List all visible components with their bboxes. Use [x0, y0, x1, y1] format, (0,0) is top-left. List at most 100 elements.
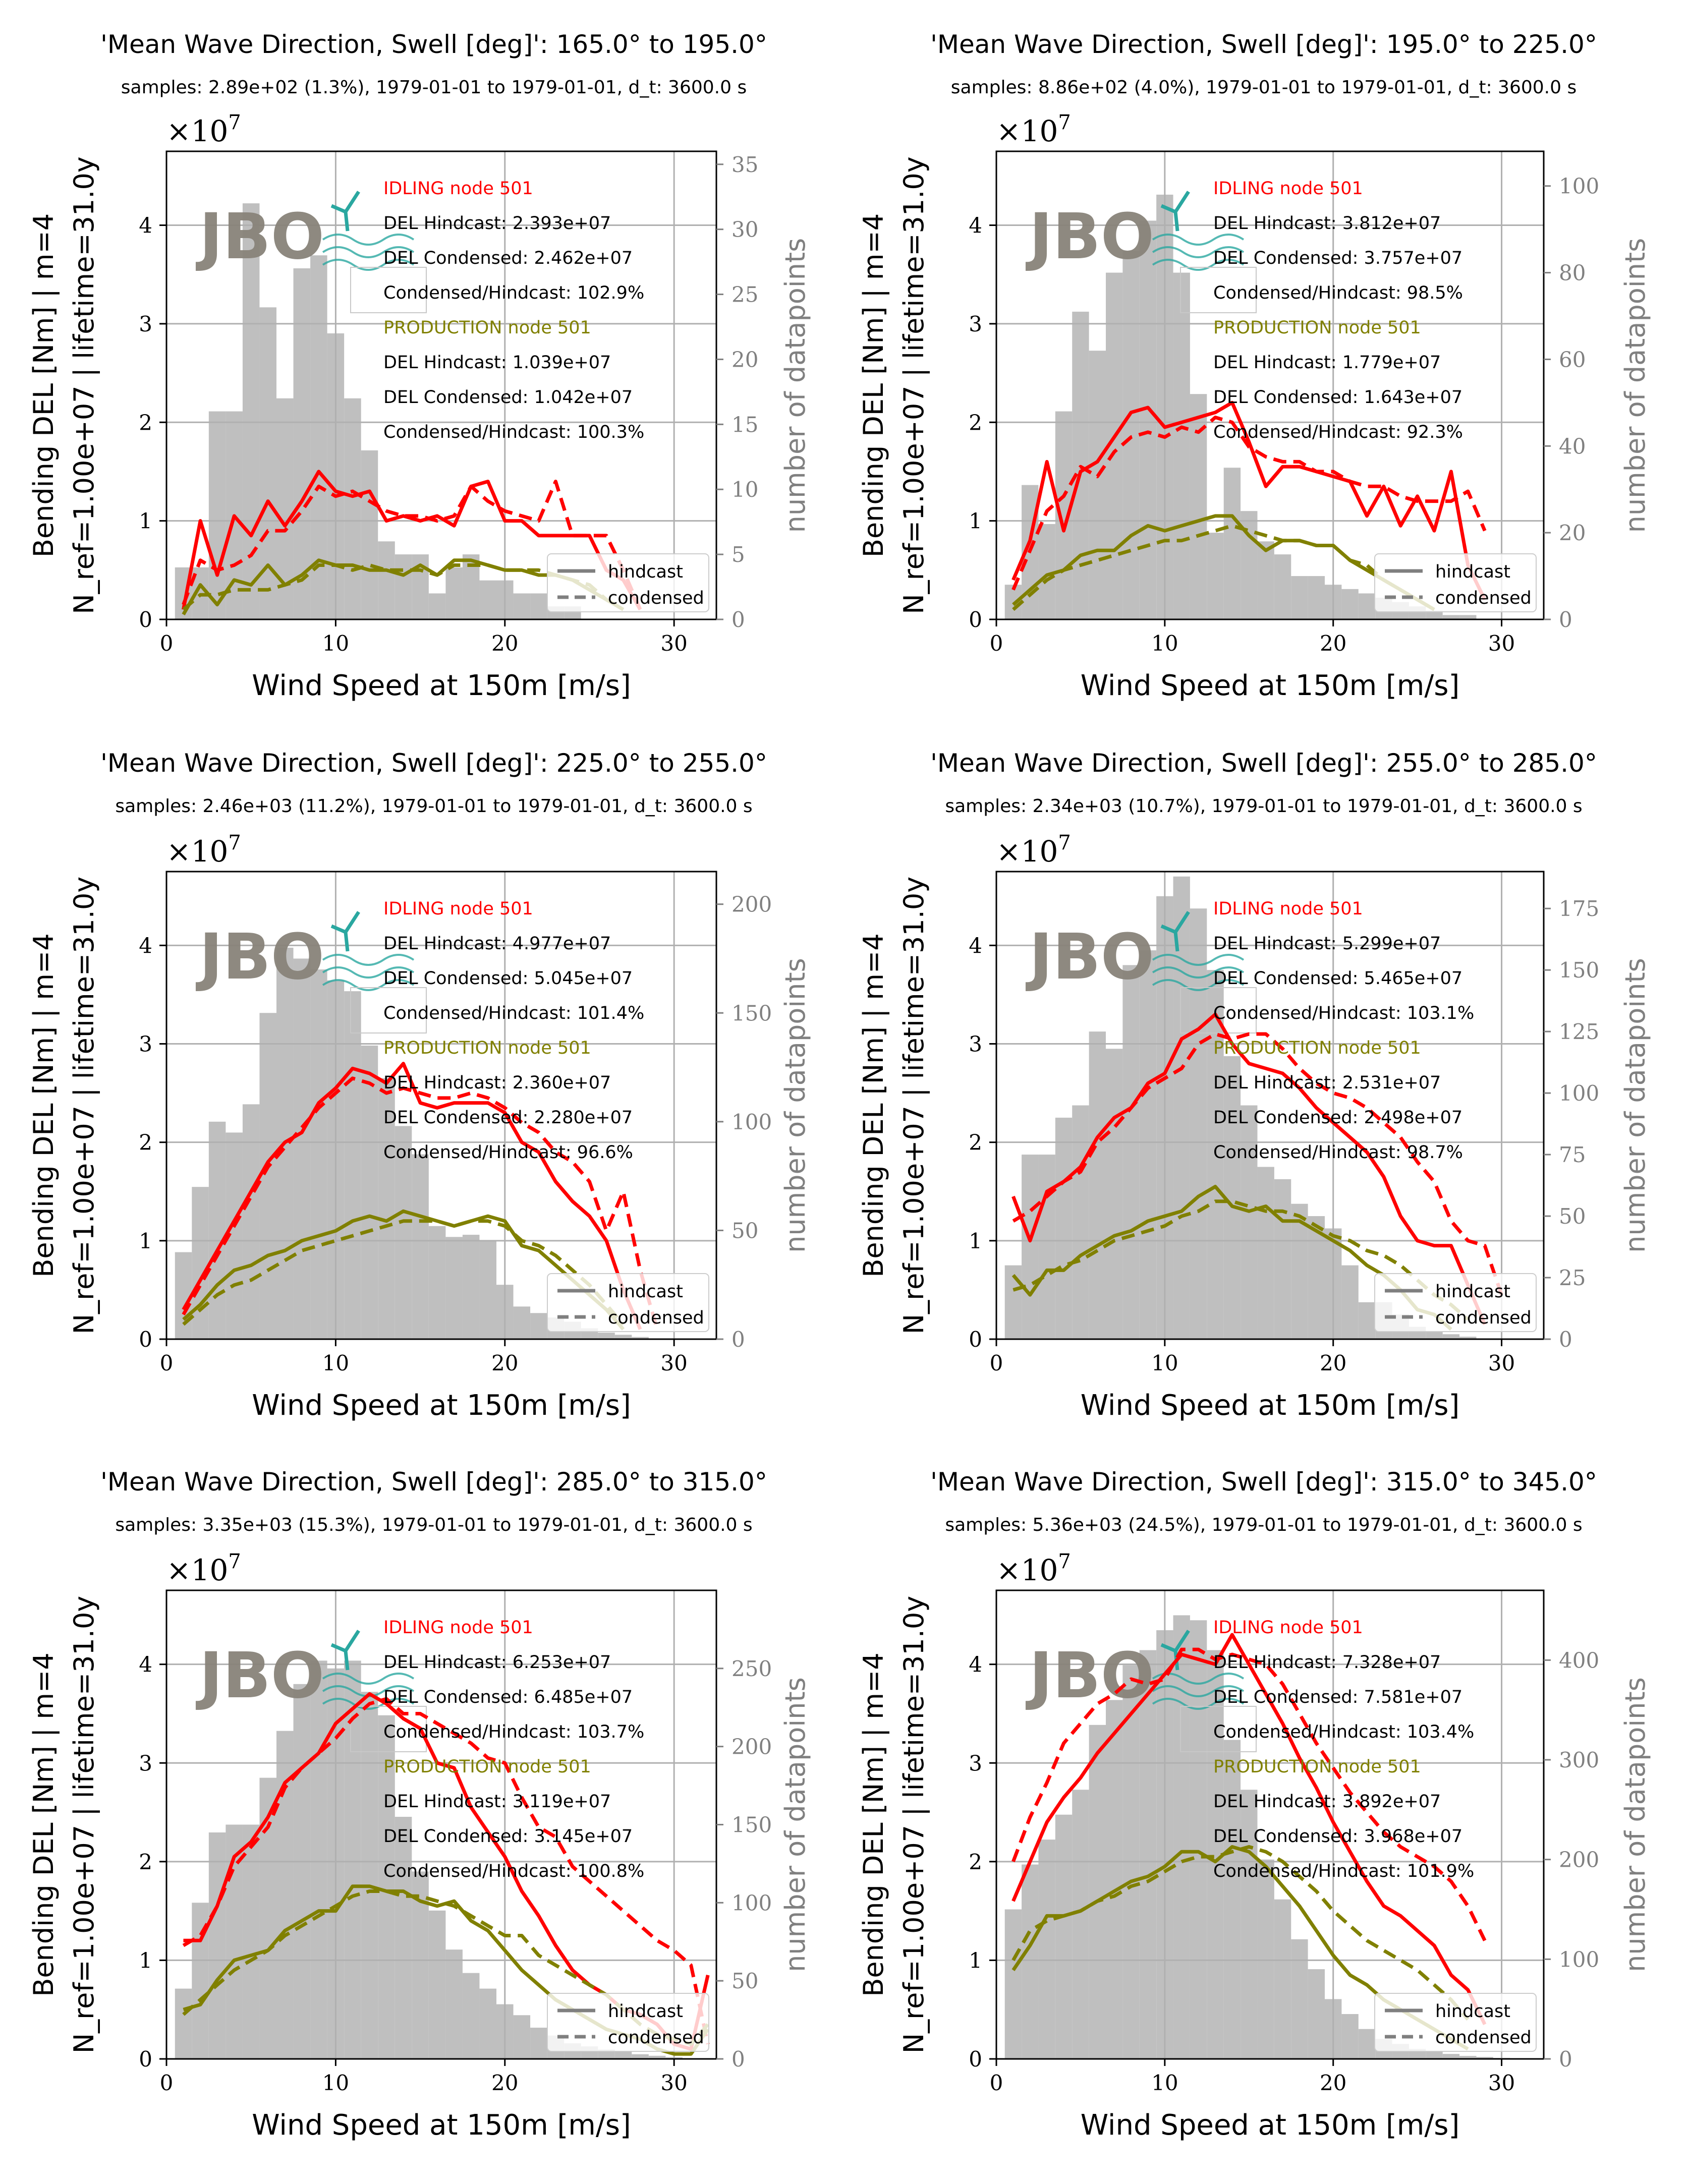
platform-icon — [1180, 267, 1257, 313]
y-tick-label: 3 — [139, 1751, 152, 1775]
y2-tick-label: 75 — [1559, 1142, 1586, 1167]
y-tick-label: 4 — [969, 933, 982, 958]
y2-tick-label: 0 — [732, 1327, 745, 1352]
legend: hindcast condensed — [1374, 553, 1537, 612]
y2-axis: 0 50 100 150 200 250 number of datapoints — [716, 1656, 811, 2072]
logo-text: JBO — [1025, 1639, 1154, 1712]
stat-idling-ratio: Condensed/Hindcast: 103.1% — [1213, 1003, 1474, 1023]
jbo-logo: JBO — [1025, 911, 1257, 1033]
y2-tick-label: 100 — [732, 1110, 772, 1134]
y2-axis: 0 20 40 60 80 100 number of datapoints — [1544, 174, 1651, 632]
y2-tick-label: 100 — [1559, 1081, 1599, 1106]
y2-tick-label: 25 — [1559, 1266, 1586, 1290]
x-tick-label: 30 — [1488, 2071, 1515, 2095]
series-line-idling-condensed — [1012, 1032, 1503, 1296]
y-tick-label: 4 — [139, 213, 152, 238]
y-tick-label: 1 — [969, 509, 982, 534]
series-line-production-condensed — [1012, 1199, 1470, 1321]
hist-bar — [259, 1013, 276, 1339]
panel-subtitle: samples: 3.35e+03 (15.3%), 1979-01-01 to… — [115, 1515, 752, 1535]
x-tick-label: 10 — [322, 1351, 349, 1375]
x-tick-label: 10 — [1151, 1351, 1178, 1375]
hist-bar — [1291, 1203, 1308, 1339]
hist-bar — [1241, 1105, 1258, 1339]
turbine-icon — [330, 1630, 360, 1671]
stats-text: IDLING node 501 DEL Hindcast: 5.299e+07 DE… — [1213, 899, 1474, 1163]
y2-tick-label: 0 — [1559, 1327, 1572, 1352]
hist-bar — [1004, 585, 1022, 619]
hist-bar — [1106, 1049, 1123, 1339]
hist-bar — [1426, 610, 1443, 619]
y2-tick-label: 150 — [1559, 958, 1599, 983]
logo-text: JBO — [195, 921, 324, 994]
y-axis: 0 1 2 3 4 ×107 Bending DEL [Nm] | m=4 N_ref=1.0… — [858, 111, 1071, 632]
legend-hindcast-label: hindcast — [1435, 1282, 1510, 1302]
y2-tick-label: 200 — [1559, 1848, 1599, 1872]
hist-bar — [1442, 2054, 1460, 2059]
y2-tick-label: 250 — [732, 1656, 772, 1681]
y2-tick-label: 150 — [732, 1001, 772, 1025]
hist-bar — [462, 1973, 480, 2059]
x-axis-label: Wind Speed at 150m [m/s] — [1081, 669, 1460, 702]
stat-idling-hind: DEL Hindcast: 7.328e+07 — [1213, 1652, 1441, 1673]
axes-frame — [995, 1589, 1545, 2060]
waves-icon — [1152, 234, 1245, 271]
hist-bar — [1089, 1031, 1106, 1339]
hist-bar — [361, 450, 378, 619]
hist-bar — [530, 1313, 547, 1339]
stat-idling-header: IDLING node 501 — [1213, 179, 1363, 199]
jbo-logo: JBO — [195, 191, 427, 313]
y-axis-label-line2: N_ref=1.00e+07 | lifetime=31.0y — [898, 1596, 930, 2054]
hist-bar — [378, 541, 395, 619]
y2-tick-label: 5 — [732, 542, 745, 567]
x-tick-label: 0 — [990, 2071, 1003, 2095]
y2-tick-label: 20 — [732, 347, 758, 372]
y-offset-text: ×107 — [166, 111, 241, 148]
series-line-production-hindcast — [182, 1209, 625, 1331]
y-axis-label-line2: N_ref=1.00e+07 | lifetime=31.0y — [898, 877, 930, 1335]
y-tick-label: 2 — [139, 410, 152, 435]
y-axis-label-line2: N_ref=1.00e+07 | lifetime=31.0y — [898, 156, 930, 614]
hist-bar — [1022, 1155, 1039, 1339]
hist-bar — [445, 1949, 463, 2059]
logo-text: JBO — [1025, 921, 1154, 994]
x-tick-label: 30 — [660, 2071, 687, 2095]
x-tick-label: 30 — [660, 1351, 687, 1375]
stat-prod-cond: DEL Condensed: 2.280e+07 — [383, 1108, 633, 1128]
panel-subtitle: samples: 2.34e+03 (10.7%), 1979-01-01 to… — [945, 796, 1582, 817]
y2-tick-label: 50 — [732, 1969, 758, 1993]
hist-bar — [1055, 1117, 1073, 1339]
hist-bar — [1139, 1650, 1157, 2059]
hist-bar — [614, 2051, 632, 2059]
y-tick-label: 3 — [969, 312, 982, 336]
axes-frame — [165, 871, 717, 1340]
turbine-icon — [1160, 911, 1190, 952]
series-line-production-condensed — [1012, 524, 1435, 611]
y-tick-label: 4 — [969, 1652, 982, 1677]
stat-idling-ratio: Condensed/Hindcast: 102.9% — [383, 283, 644, 303]
stat-idling-hind: DEL Hindcast: 2.393e+07 — [383, 213, 611, 234]
hist-bar — [1022, 1864, 1039, 2059]
stat-idling-cond: DEL Condensed: 5.465e+07 — [1213, 968, 1462, 989]
panel-subtitle: samples: 2.89e+02 (1.3%), 1979-01-01 to … — [121, 77, 747, 98]
stat-idling-header: IDLING node 501 — [1213, 1618, 1363, 1638]
hist-bar — [1341, 589, 1359, 619]
stat-idling-hind: DEL Hindcast: 6.253e+07 — [383, 1652, 611, 1673]
y2-axis: 0 5 10 15 20 25 30 35 number of datapoints — [716, 152, 811, 632]
y-tick-label: 0 — [139, 607, 152, 632]
hist-bar — [1341, 2014, 1359, 2059]
legend-condensed-label: condensed — [1435, 2028, 1532, 2048]
axes-frame — [165, 150, 717, 620]
hist-bar — [310, 969, 327, 1339]
hist-bar — [208, 1121, 226, 1339]
stat-idling-cond: DEL Condensed: 6.485e+07 — [383, 1687, 633, 1707]
stat-idling-cond: DEL Condensed: 2.462e+07 — [383, 248, 633, 268]
hist-bar — [1106, 1700, 1123, 2059]
stat-idling-cond: DEL Condensed: 3.757e+07 — [1213, 248, 1462, 268]
y2-tick-label: 150 — [732, 1813, 772, 1837]
y-axis: 0 1 2 3 4 ×107 Bending DEL [Nm] | m=4 N_ref=1.0… — [858, 831, 1071, 1352]
series-line-production-hindcast — [1012, 514, 1435, 611]
stat-prod-header: PRODUCTION node 501 — [383, 1757, 591, 1777]
x-tick-label: 10 — [322, 2071, 349, 2095]
